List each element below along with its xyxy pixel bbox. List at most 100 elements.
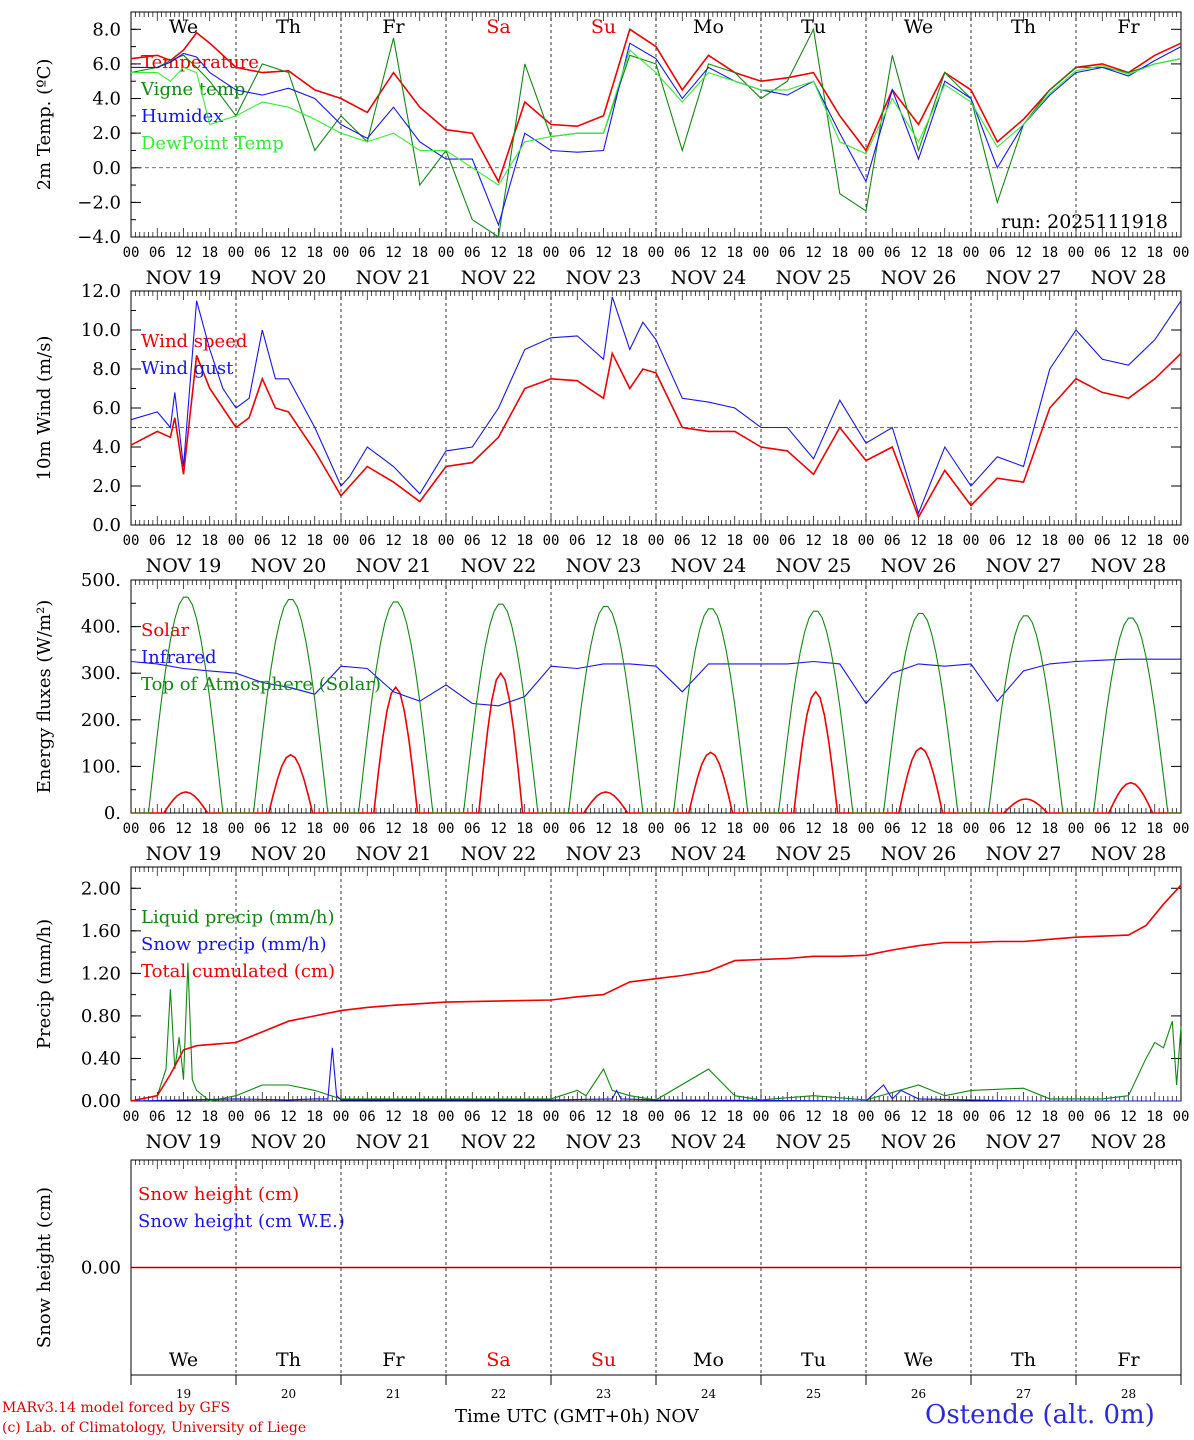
- hour-tick-label: 00: [543, 533, 560, 549]
- hour-tick-label: 18: [726, 245, 743, 261]
- hour-tick-label: 06: [254, 1109, 271, 1125]
- y-tick-label: 2.0: [92, 476, 121, 497]
- hour-tick-label: 06: [464, 533, 481, 549]
- hour-tick-label: 00: [648, 821, 665, 837]
- hour-tick-label: 12: [175, 821, 192, 837]
- legend-entry: Wind speed: [141, 331, 247, 352]
- hour-tick-label: 18: [516, 821, 533, 837]
- hour-tick-label: 06: [1094, 1109, 1111, 1125]
- hour-tick-label: 06: [569, 1109, 586, 1125]
- hour-tick-label: 12: [175, 533, 192, 549]
- hour-tick-label: 06: [149, 821, 166, 837]
- day-name-top: We: [169, 16, 198, 38]
- hour-tick-label: 12: [805, 245, 822, 261]
- date-label: NOV 22: [461, 555, 537, 577]
- hour-tick-label: 12: [700, 821, 717, 837]
- y-tick-label: 2.0: [92, 123, 121, 144]
- day-name-bottom: Sa: [486, 1349, 510, 1371]
- y-tick-label: 0.0: [92, 515, 121, 536]
- date-label: NOV 24: [671, 843, 747, 865]
- y-tick-label: 2.00: [81, 878, 121, 899]
- hour-tick-label: 12: [1015, 821, 1032, 837]
- legend-entry: Vigne temp: [140, 79, 245, 100]
- hour-tick-label: 12: [805, 821, 822, 837]
- hour-tick-label: 00: [858, 1109, 875, 1125]
- hour-tick-label: 12: [910, 533, 927, 549]
- hour-tick-label: 06: [569, 821, 586, 837]
- date-label: NOV 20: [251, 555, 327, 577]
- hour-tick-label: 18: [1146, 1109, 1163, 1125]
- date-label: NOV 19: [146, 1131, 222, 1153]
- hour-tick-label: 06: [989, 821, 1006, 837]
- date-label: NOV 24: [671, 555, 747, 577]
- hour-tick-label: 12: [700, 533, 717, 549]
- hour-tick-label: 18: [831, 1109, 848, 1125]
- hour-tick-label: 12: [910, 1109, 927, 1125]
- day-name-bottom: Tu: [801, 1349, 826, 1371]
- hour-tick-label: 06: [674, 1109, 691, 1125]
- hour-tick-label: 00: [753, 533, 770, 549]
- hour-tick-label: 06: [1094, 821, 1111, 837]
- hour-tick-label: 00: [963, 533, 980, 549]
- panel-flux: 0. 100. 200. 300. 400. 500. Energy fluxes (W/m…: [34, 570, 1189, 865]
- legend-entry: Snow height (cm W.E.): [138, 1211, 345, 1232]
- legend-entry: Infrared: [141, 647, 216, 668]
- x-axis-month: NOV: [655, 1406, 699, 1427]
- series-line-flux-2: [131, 596, 1181, 814]
- hour-tick-label: 00: [543, 245, 560, 261]
- hour-tick-label: 18: [411, 1109, 428, 1125]
- day-number: 19: [176, 1387, 191, 1401]
- hour-tick-label: 18: [516, 1109, 533, 1125]
- y-tick-label: 6.0: [92, 398, 121, 419]
- y-axis-label: Precip (mm/h): [34, 919, 55, 1049]
- hour-tick-label: 12: [1120, 821, 1137, 837]
- hour-tick-label: 12: [280, 533, 297, 549]
- hour-tick-label: 00: [228, 1109, 245, 1125]
- day-name-top: Tu: [801, 16, 826, 38]
- hour-tick-label: 18: [306, 821, 323, 837]
- date-label: NOV 20: [251, 267, 327, 289]
- hour-tick-label: 12: [700, 245, 717, 261]
- y-tick-label: 12.0: [81, 281, 121, 302]
- hour-tick-label: 18: [201, 245, 218, 261]
- hour-tick-label: 06: [989, 1109, 1006, 1125]
- hour-tick-label: 06: [674, 533, 691, 549]
- hour-tick-label: 06: [674, 245, 691, 261]
- hour-tick-label: 06: [779, 245, 796, 261]
- day-name-bottom: We: [169, 1349, 198, 1371]
- hour-tick-label: 06: [149, 1109, 166, 1125]
- hour-tick-label: 12: [595, 821, 612, 837]
- hour-tick-label: 18: [831, 245, 848, 261]
- y-tick-label: 0.: [104, 803, 121, 824]
- y-tick-label: 8.0: [92, 359, 121, 380]
- hour-tick-label: 00: [333, 245, 350, 261]
- hour-tick-label: 00: [123, 821, 140, 837]
- hour-tick-label: 18: [831, 821, 848, 837]
- hour-tick-label: 00: [963, 821, 980, 837]
- hour-tick-label: 12: [1015, 245, 1032, 261]
- day-number: 24: [701, 1387, 717, 1401]
- hour-tick-label: 12: [385, 245, 402, 261]
- hour-tick-label: 00: [753, 1109, 770, 1125]
- hour-tick-label: 06: [884, 533, 901, 549]
- hour-tick-label: 06: [149, 245, 166, 261]
- hour-tick-label: 00: [963, 245, 980, 261]
- hour-tick-label: 06: [1094, 245, 1111, 261]
- hour-tick-label: 18: [726, 821, 743, 837]
- y-tick-label: 4.0: [92, 437, 121, 458]
- hour-tick-label: 00: [228, 821, 245, 837]
- date-label: NOV 26: [881, 267, 957, 289]
- hour-tick-label: 00: [858, 533, 875, 549]
- hour-tick-label: 12: [490, 821, 507, 837]
- hour-tick-label: 00: [1068, 821, 1085, 837]
- day-name-top: Su: [591, 16, 616, 38]
- hour-tick-label: 06: [779, 1109, 796, 1125]
- date-label: NOV 26: [881, 843, 957, 865]
- hour-tick-label: 18: [411, 533, 428, 549]
- hour-tick-label: 06: [359, 533, 376, 549]
- panel-precip: 0.00 0.40 0.80 1.20 1.60 2.00 Precip (mm/h) Liq…: [34, 866, 1189, 1153]
- hour-tick-label: 18: [201, 1109, 218, 1125]
- y-axis-label: 10m Wind (m/s): [34, 336, 55, 481]
- hour-tick-label: 06: [464, 821, 481, 837]
- hour-tick-label: 00: [438, 533, 455, 549]
